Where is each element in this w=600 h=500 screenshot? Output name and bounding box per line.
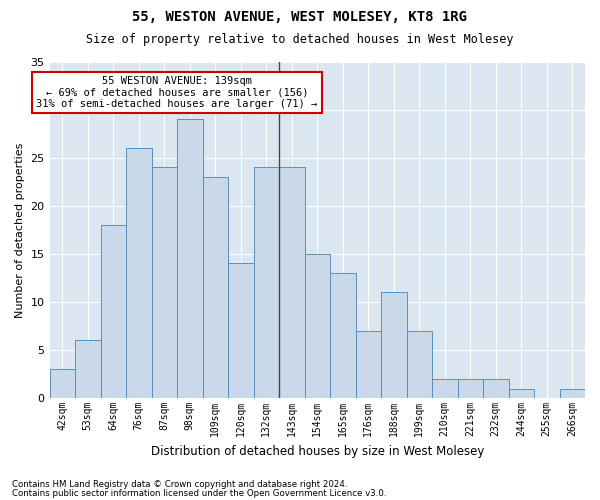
Y-axis label: Number of detached properties: Number of detached properties	[15, 142, 25, 318]
Bar	[203, 177, 228, 398]
Bar	[75, 340, 101, 398]
Bar	[483, 379, 509, 398]
Bar	[560, 388, 585, 398]
Bar	[101, 225, 126, 398]
Bar	[50, 370, 75, 398]
Bar	[228, 264, 254, 398]
Bar	[407, 331, 432, 398]
Bar	[356, 331, 381, 398]
Bar	[177, 119, 203, 398]
Bar	[381, 292, 407, 398]
Text: Size of property relative to detached houses in West Molesey: Size of property relative to detached ho…	[86, 32, 514, 46]
Bar	[305, 254, 330, 398]
Text: 55, WESTON AVENUE, WEST MOLESEY, KT8 1RG: 55, WESTON AVENUE, WEST MOLESEY, KT8 1RG	[133, 10, 467, 24]
Bar	[432, 379, 458, 398]
Bar	[330, 273, 356, 398]
X-axis label: Distribution of detached houses by size in West Molesey: Distribution of detached houses by size …	[151, 444, 484, 458]
Text: 55 WESTON AVENUE: 139sqm
← 69% of detached houses are smaller (156)
31% of semi-: 55 WESTON AVENUE: 139sqm ← 69% of detach…	[37, 76, 317, 109]
Bar	[254, 168, 279, 398]
Bar	[458, 379, 483, 398]
Bar	[152, 168, 177, 398]
Bar	[126, 148, 152, 398]
Bar	[509, 388, 534, 398]
Text: Contains public sector information licensed under the Open Government Licence v3: Contains public sector information licen…	[12, 490, 386, 498]
Bar	[279, 168, 305, 398]
Text: Contains HM Land Registry data © Crown copyright and database right 2024.: Contains HM Land Registry data © Crown c…	[12, 480, 347, 489]
